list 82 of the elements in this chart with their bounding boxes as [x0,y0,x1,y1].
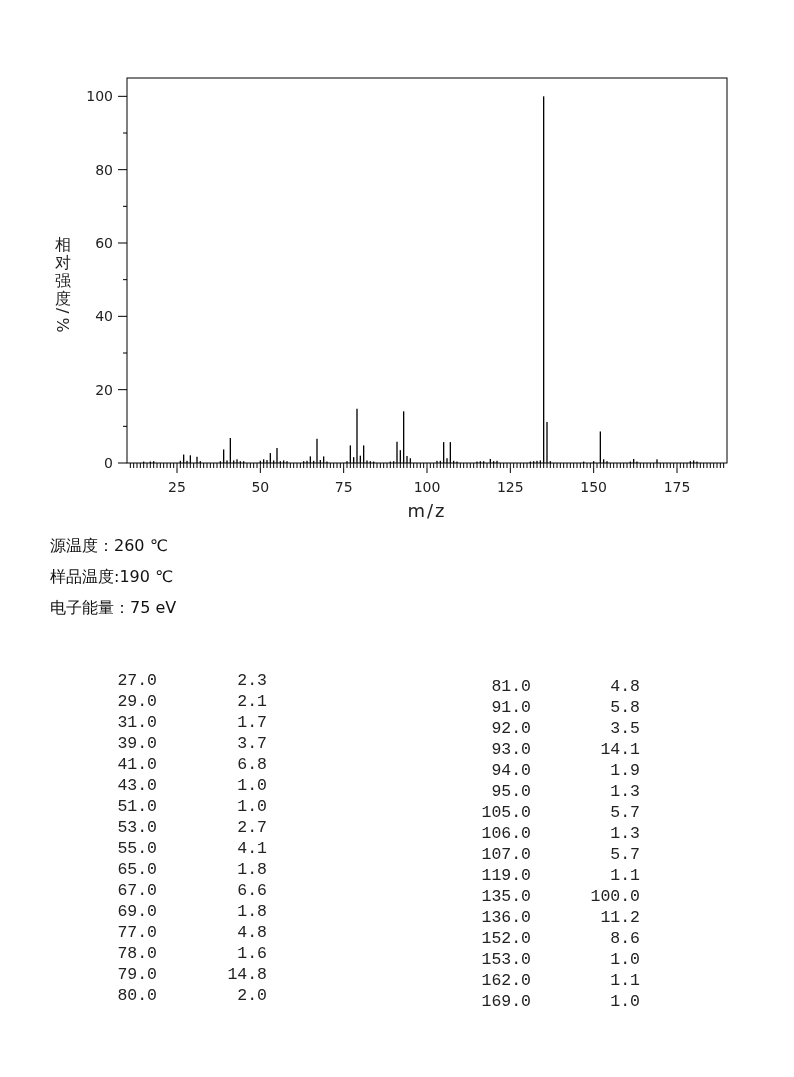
text: 107.0 [481,845,531,864]
text: 95.0 [491,782,531,801]
text: 1.3 [610,824,640,843]
text: 153.0 [481,950,531,969]
text: 55.0 [117,839,157,858]
text: 41.0 [117,755,157,774]
y-tick-label: 0 [104,455,113,472]
text: 135.0 [481,887,531,906]
x-tick-label: 25 [168,479,186,495]
x-tick-label: 100 [413,479,441,495]
text: 78.0 [117,944,157,963]
x-tick-label: 125 [496,479,524,495]
text: 14.1 [600,740,641,759]
text: 81.0 [491,677,531,696]
text: 119.0 [481,866,531,885]
text: 样品温度:190 ℃ [50,567,174,586]
text: 1.8 [237,902,267,921]
text: 136.0 [481,908,531,927]
text: 53.0 [117,818,157,837]
text: 1.0 [610,950,640,969]
y-tick-label: 20 [95,381,113,398]
text: 4.8 [237,923,267,942]
text: 152.0 [481,929,531,948]
text: 79.0 [117,965,157,984]
text: 65.0 [117,860,157,879]
x-tick-label: 75 [334,479,353,495]
text: 69.0 [117,902,157,921]
text: 1.3 [610,782,640,801]
x-tick-label: 175 [663,479,691,495]
text: 6.6 [237,881,267,900]
text: 4.8 [610,677,640,696]
text: 4.1 [237,839,268,858]
text: 6.8 [237,755,267,774]
text: 92.0 [491,719,531,738]
text: 106.0 [481,824,531,843]
text: 2.1 [237,692,268,711]
text: 169.0 [481,992,531,1011]
text: 162.0 [481,971,531,990]
x-tick-label: 150 [580,479,608,495]
text: 31.0 [117,713,157,732]
text: 1.1 [610,866,641,885]
text: 1.1 [610,971,641,990]
text: 2.7 [237,818,267,837]
x-axis-title: m/z [407,500,447,521]
text: 91.0 [491,698,531,717]
text: 100.0 [590,887,640,906]
text: 94.0 [491,761,531,780]
text: 80.0 [117,986,157,1005]
text: 11.2 [600,908,640,927]
text: 43.0 [117,776,157,795]
text: 1.9 [610,761,640,780]
text: 8.6 [610,929,640,948]
text: 2.0 [237,986,267,1005]
text: 105.0 [481,803,531,822]
text: 1.0 [237,776,267,795]
y-tick-label: 40 [95,308,113,325]
y-tick-label: 80 [95,161,113,178]
y-tick-label: 100 [86,88,113,105]
text: 源温度：260 ℃ [50,536,168,555]
text: 77.0 [117,923,157,942]
y-axis-title: 相对强度/% [53,235,72,333]
text: 电子能量：75 eV [50,598,177,617]
text: 67.0 [117,881,157,900]
text: 51.0 [117,797,157,816]
text: 29.0 [117,692,157,711]
text: 5.7 [610,845,640,864]
text: 14.8 [227,965,267,984]
text: 3.7 [237,734,267,753]
text: 5.7 [610,803,640,822]
text: 27.0 [117,671,157,690]
text: 1.8 [237,860,267,879]
x-tick-label: 50 [251,479,270,495]
text: 1.7 [237,713,267,732]
text: 2.3 [237,671,267,690]
text: 1.0 [610,992,640,1011]
text: 3.5 [610,719,640,738]
text: 39.0 [117,734,157,753]
y-tick-label: 60 [95,235,113,252]
text: 1.6 [237,944,267,963]
text: 5.8 [610,698,640,717]
text: 93.0 [491,740,531,759]
text: 1.0 [237,797,267,816]
